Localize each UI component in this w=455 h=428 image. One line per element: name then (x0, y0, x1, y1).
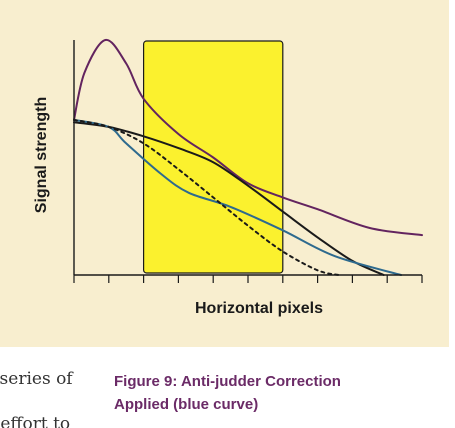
signal-chart: Horizontal pixels Signal strength (33, 38, 423, 317)
body-text-line-2: n effort to (0, 414, 71, 428)
y-axis-label: Signal strength (33, 97, 50, 213)
series-line-3 (73, 118, 403, 276)
x-axis-label: Horizontal pixels (195, 300, 323, 317)
series-line-4 (73, 118, 340, 276)
series-line-2 (73, 121, 385, 276)
plot-area (73, 38, 423, 276)
caption-line-2: Applied (blue curve) (114, 396, 259, 413)
caption-line-1: Figure 9: Anti-judder Correction (114, 373, 341, 390)
figure-caption: Figure 9: Anti-judder Correction Applied… (114, 370, 414, 416)
series-line-1 (73, 38, 423, 237)
body-text-line-1: a series of (0, 369, 73, 389)
x-axis-ticks (73, 275, 423, 283)
